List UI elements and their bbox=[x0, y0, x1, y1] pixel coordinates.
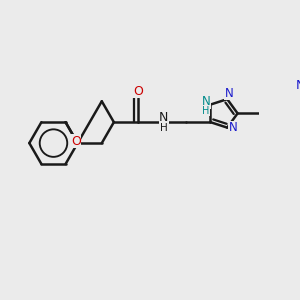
Text: N: N bbox=[159, 111, 169, 124]
Text: O: O bbox=[71, 135, 81, 148]
Text: H: H bbox=[202, 106, 210, 116]
Text: N: N bbox=[296, 79, 300, 92]
Text: N: N bbox=[202, 95, 211, 109]
Text: N: N bbox=[225, 87, 233, 100]
Text: H: H bbox=[160, 123, 168, 133]
Text: O: O bbox=[133, 85, 143, 98]
Text: N: N bbox=[229, 121, 238, 134]
